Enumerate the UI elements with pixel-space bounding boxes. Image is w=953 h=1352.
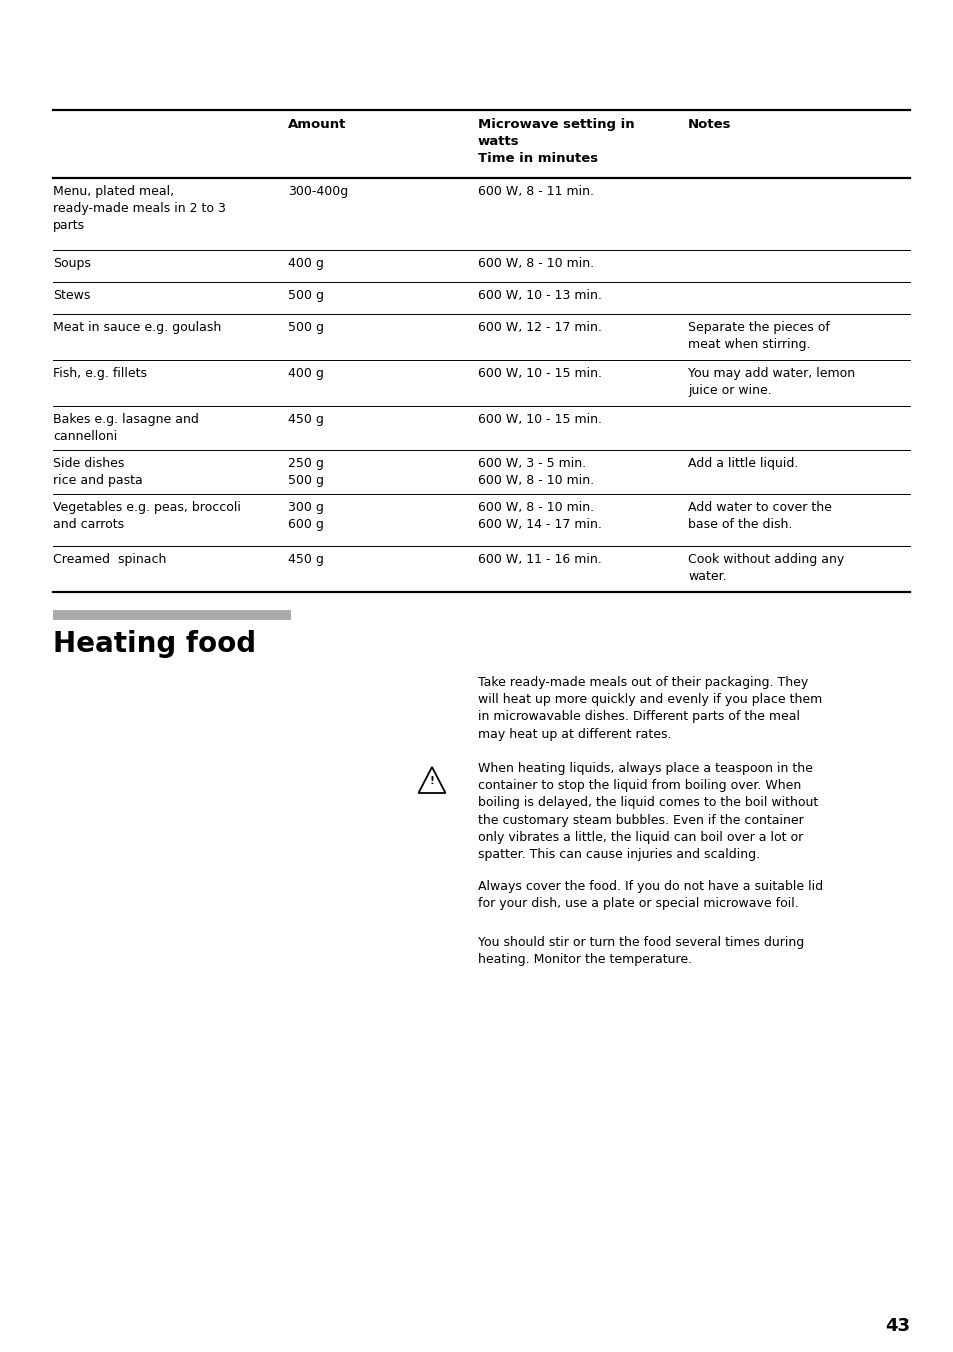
Text: Add water to cover the
base of the dish.: Add water to cover the base of the dish. xyxy=(687,502,831,531)
Text: 600 W, 12 - 17 min.: 600 W, 12 - 17 min. xyxy=(477,320,601,334)
Text: Meat in sauce e.g. goulash: Meat in sauce e.g. goulash xyxy=(53,320,221,334)
Text: Separate the pieces of
meat when stirring.: Separate the pieces of meat when stirrin… xyxy=(687,320,829,352)
Text: 600 W, 8 - 11 min.: 600 W, 8 - 11 min. xyxy=(477,185,594,197)
Text: You should stir or turn the food several times during
heating. Monitor the tempe: You should stir or turn the food several… xyxy=(477,936,803,967)
Text: When heating liquids, always place a teaspoon in the
container to stop the liqui: When heating liquids, always place a tea… xyxy=(477,763,818,861)
Text: 600 W, 10 - 15 min.: 600 W, 10 - 15 min. xyxy=(477,412,601,426)
Text: Amount: Amount xyxy=(288,118,346,131)
Text: Always cover the food. If you do not have a suitable lid
for your dish, use a pl: Always cover the food. If you do not hav… xyxy=(477,880,822,910)
Text: 600 W, 8 - 10 min.: 600 W, 8 - 10 min. xyxy=(477,257,594,270)
Text: 500 g: 500 g xyxy=(288,289,324,301)
Text: !: ! xyxy=(429,776,434,787)
Text: Bakes e.g. lasagne and
cannelloni: Bakes e.g. lasagne and cannelloni xyxy=(53,412,198,443)
Text: Take ready-made meals out of their packaging. They
will heat up more quickly and: Take ready-made meals out of their packa… xyxy=(477,676,821,741)
Text: 300-400g: 300-400g xyxy=(288,185,348,197)
Text: 400 g: 400 g xyxy=(288,366,323,380)
Polygon shape xyxy=(418,767,445,794)
Text: Add a little liquid.: Add a little liquid. xyxy=(687,457,798,470)
Text: 450 g: 450 g xyxy=(288,553,323,566)
Text: 250 g
500 g: 250 g 500 g xyxy=(288,457,324,487)
Text: 400 g: 400 g xyxy=(288,257,323,270)
Text: Side dishes
rice and pasta: Side dishes rice and pasta xyxy=(53,457,143,487)
Text: Notes: Notes xyxy=(687,118,731,131)
Text: Heating food: Heating food xyxy=(53,630,255,658)
Text: Cook without adding any
water.: Cook without adding any water. xyxy=(687,553,843,583)
Text: Fish, e.g. fillets: Fish, e.g. fillets xyxy=(53,366,147,380)
Text: 600 W, 11 - 16 min.: 600 W, 11 - 16 min. xyxy=(477,553,601,566)
Text: Vegetables e.g. peas, broccoli
and carrots: Vegetables e.g. peas, broccoli and carro… xyxy=(53,502,240,531)
Bar xyxy=(53,610,291,621)
Text: Creamed  spinach: Creamed spinach xyxy=(53,553,166,566)
Text: 43: 43 xyxy=(884,1317,909,1334)
Text: Stews: Stews xyxy=(53,289,91,301)
Text: 300 g
600 g: 300 g 600 g xyxy=(288,502,323,531)
Text: 500 g: 500 g xyxy=(288,320,324,334)
Text: 450 g: 450 g xyxy=(288,412,323,426)
Text: 600 W, 10 - 13 min.: 600 W, 10 - 13 min. xyxy=(477,289,601,301)
Text: 600 W, 10 - 15 min.: 600 W, 10 - 15 min. xyxy=(477,366,601,380)
Text: Menu, plated meal,
ready-made meals in 2 to 3
parts: Menu, plated meal, ready-made meals in 2… xyxy=(53,185,226,233)
Text: 600 W, 3 - 5 min.
600 W, 8 - 10 min.: 600 W, 3 - 5 min. 600 W, 8 - 10 min. xyxy=(477,457,594,487)
Text: 600 W, 8 - 10 min.
600 W, 14 - 17 min.: 600 W, 8 - 10 min. 600 W, 14 - 17 min. xyxy=(477,502,601,531)
Text: Microwave setting in
watts
Time in minutes: Microwave setting in watts Time in minut… xyxy=(477,118,634,165)
Text: Soups: Soups xyxy=(53,257,91,270)
Text: You may add water, lemon
juice or wine.: You may add water, lemon juice or wine. xyxy=(687,366,854,397)
